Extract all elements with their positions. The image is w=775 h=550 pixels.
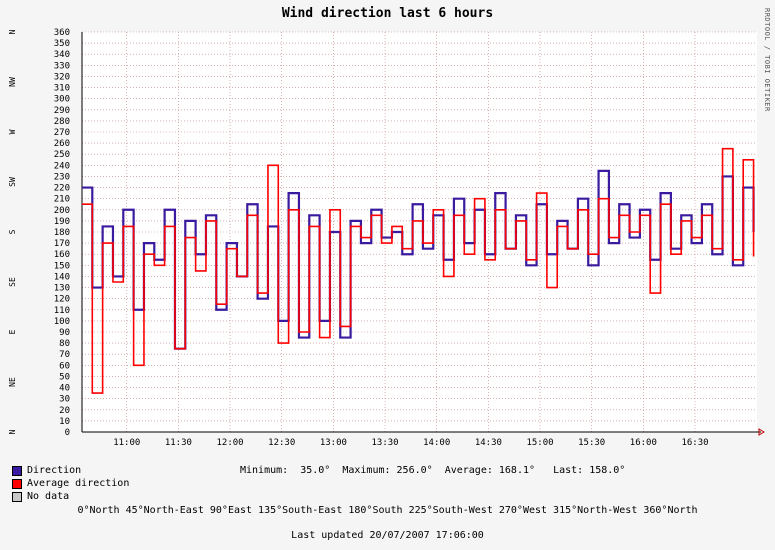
legend-label-average: Average direction [27,478,130,489]
x-tick-label: 15:00 [526,438,553,448]
legend-label-direction: Direction [27,465,82,476]
stats-line: Minimum: 35.0° Maximum: 256.0° Average: … [240,465,626,476]
x-tick-label: 16:30 [681,438,708,448]
compass-label: N [8,29,17,34]
legend-swatch-average [12,478,22,489]
y-tick-label: 170 [54,239,70,249]
compass-label: SW [8,177,17,187]
y-tick-label: 160 [54,250,70,260]
y-tick-label: 120 [54,295,70,305]
legend-item-nodata: No data [12,490,129,503]
rrdtool-watermark: RRDTOOL / TOBI OETIKER [763,8,771,112]
chart-legend: Direction Average direction No data [12,464,129,503]
y-tick-label: 10 [59,417,70,427]
y-tick-label: 260 [54,139,70,149]
x-tick-label: 11:30 [165,438,192,448]
y-tick-label: 310 [54,84,70,94]
x-tick-label: 11:00 [113,438,140,448]
y-tick-label: 40 [59,384,70,394]
y-tick-label: 320 [54,72,70,82]
compass-label: NE [8,377,17,387]
y-tick-label: 330 [54,61,70,71]
y-tick-label: 90 [59,328,70,338]
y-tick-label: 350 [54,39,70,49]
y-tick-label: 360 [54,28,70,38]
y-tick-label: 70 [59,350,70,360]
x-tick-label: 12:30 [268,438,295,448]
y-tick-label: 140 [54,272,70,282]
y-tick-label: 210 [54,195,70,205]
y-tick-label: 250 [54,150,70,160]
legend-item-average: Average direction [12,477,129,490]
y-tick-label: 270 [54,128,70,138]
y-tick-label: 290 [54,106,70,116]
compass-label: W [8,129,17,134]
x-tick-label: 14:30 [475,438,502,448]
y-tick-label: 130 [54,284,70,294]
y-tick-label: 20 [59,406,70,416]
y-tick-label: 30 [59,395,70,405]
x-tick-label: 15:30 [578,438,605,448]
y-tick-label: 220 [54,184,70,194]
y-tick-label: 150 [54,261,70,271]
y-tick-label: 340 [54,50,70,60]
compass-label: NW [8,77,17,87]
direction-key: 0°North 45°North-East 90°East 135°South-… [77,505,698,516]
y-tick-label: 180 [54,228,70,238]
y-tick-label: 50 [59,372,70,382]
y-tick-label: 200 [54,206,70,216]
y-tick-label: 300 [54,95,70,105]
x-tick-label: 13:30 [371,438,398,448]
compass-label: N [8,429,17,434]
y-tick-label: 240 [54,161,70,171]
plot-area [82,32,757,432]
y-tick-label: 280 [54,117,70,127]
y-tick-label: 60 [59,361,70,371]
x-tick-label: 16:00 [630,438,657,448]
y-tick-label: 110 [54,306,70,316]
x-tick-label: 14:00 [423,438,450,448]
legend-item-direction: Direction [12,464,129,477]
y-tick-label: 190 [54,217,70,227]
x-axis-arrow-icon [758,428,765,436]
x-tick-label: 13:00 [320,438,347,448]
legend-label-nodata: No data [27,491,70,502]
compass-label: S [8,229,17,234]
legend-swatch-nodata [12,491,22,502]
series-line-average [81,147,755,394]
y-tick-label: 100 [54,317,70,327]
y-tick-label: 230 [54,172,70,182]
compass-label: E [8,329,17,334]
y-tick-label: 80 [59,339,70,349]
x-tick-label: 12:00 [217,438,244,448]
chart-title: Wind direction last 6 hours [281,6,494,21]
y-tick-label: 0 [65,428,70,438]
compass-label: SE [8,277,17,287]
last-updated: Last updated 20/07/2007 17:06:00 [291,530,484,541]
legend-swatch-direction [12,465,22,476]
